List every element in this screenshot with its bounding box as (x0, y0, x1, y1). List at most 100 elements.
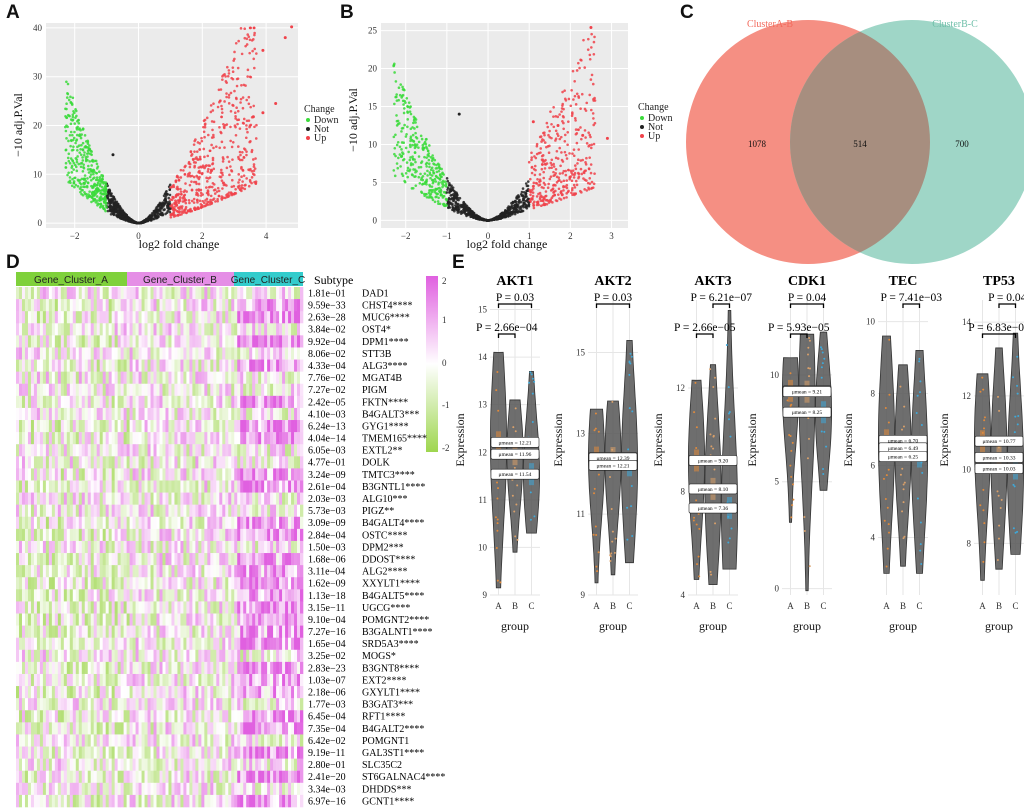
heatmap-cell (132, 359, 136, 372)
heatmap-cell (57, 347, 62, 360)
heatmap-cell (213, 395, 217, 409)
heatmap-cell (264, 468, 268, 481)
volcano-point (588, 182, 592, 185)
heatmap-cell (147, 311, 151, 324)
heatmap-cell (294, 432, 298, 445)
volcano-point (192, 175, 196, 179)
heatmap-cell (225, 371, 229, 385)
volcano-point (578, 66, 581, 70)
heatmap-cell (42, 504, 47, 518)
heatmap-cell (276, 347, 280, 360)
volcano-point (156, 208, 159, 212)
heatmap-cell (183, 444, 187, 457)
heatmap-cell (159, 492, 163, 505)
heatmap-cell (165, 335, 169, 348)
volcano-point (399, 155, 403, 158)
heatmap-cell (183, 383, 187, 397)
volcano-point (216, 186, 220, 190)
volcano-point (181, 211, 185, 214)
heatmap-cell (195, 432, 199, 445)
volcano-point (247, 95, 251, 99)
volcano-point (430, 159, 434, 163)
heatmap-cell (270, 456, 274, 469)
heatmap-cell (171, 468, 175, 481)
volcano-point (99, 191, 102, 195)
heatmap-cell (123, 287, 127, 300)
volcano-point (70, 103, 74, 106)
heatmap-cell (300, 432, 304, 445)
volcano-point (68, 162, 72, 165)
heatmap-cell (150, 359, 154, 372)
volcano-point (78, 178, 82, 182)
volcano-point (67, 171, 70, 175)
heatmap-cell (111, 504, 115, 518)
volcano-point (117, 210, 120, 213)
volcano-point (227, 93, 231, 97)
volcano-point (409, 105, 412, 108)
heatmap-cell (69, 480, 74, 493)
heatmap-cell (153, 323, 157, 336)
heatmap-cell (240, 287, 244, 300)
heatmap-cell (174, 420, 178, 433)
volcano-point (405, 96, 409, 100)
heatmap-cell (57, 407, 62, 421)
heatmap-cell (249, 504, 253, 518)
heatmap-cell (165, 323, 169, 336)
heatmap-cell (183, 420, 187, 433)
heatmap-cell (99, 347, 103, 360)
heatmap-cell (240, 299, 244, 312)
heatmap-cell (252, 444, 256, 457)
volcano-point (74, 183, 78, 187)
volcano-point (532, 206, 536, 210)
heatmap-cell (120, 359, 124, 372)
heatmap-cell (33, 468, 38, 481)
volcano-point (463, 212, 467, 215)
volcano-point (81, 127, 85, 131)
volcano-point (395, 143, 399, 147)
heatmap-cell (261, 432, 265, 445)
heatmap-cell (246, 287, 250, 300)
heatmap-cell (207, 420, 211, 433)
heatmap-cell (204, 335, 208, 348)
volcano-point (72, 136, 76, 140)
heatmap-cell (210, 395, 214, 409)
heatmap-cell (291, 335, 295, 348)
volcano-point (131, 220, 135, 224)
heatmap-cell (90, 480, 95, 493)
volcano-point (414, 135, 418, 139)
heatmap-cell (66, 516, 71, 530)
volcano-point (84, 179, 88, 183)
heatmap-cell (294, 371, 298, 385)
volcano-point (220, 111, 224, 114)
volcano-point (590, 187, 593, 190)
heatmap-cell (105, 420, 109, 433)
volcano-point (450, 184, 453, 187)
heatmap-cell (225, 504, 229, 518)
heatmap-cell (135, 383, 139, 397)
heatmap-cell (81, 516, 86, 530)
heatmap-cell (225, 444, 229, 457)
heatmap-cell (48, 323, 53, 336)
volcano-point (568, 177, 572, 181)
heatmap-cell (168, 420, 172, 433)
heatmap-cell (207, 432, 211, 445)
volcano-point (163, 208, 166, 211)
heatmap-cell (288, 371, 292, 385)
volcano-point (223, 183, 227, 186)
heatmap-cell (246, 444, 250, 457)
volcano-point (212, 146, 215, 150)
volcano-point (231, 158, 234, 161)
venn-set-b-name: ClusterB-C (932, 19, 978, 30)
heatmap-cell (90, 407, 95, 421)
y-tick-label: 0 (373, 215, 378, 225)
heatmap-cell (261, 335, 265, 348)
heatmap-cell (294, 420, 298, 433)
heatmap-cell (165, 492, 169, 505)
heatmap-cell (261, 395, 265, 409)
heatmap-cell (252, 407, 256, 421)
heatmap-cell (96, 395, 101, 409)
volcano-point (189, 175, 192, 178)
heatmap-cell (117, 335, 121, 348)
volcano-point (121, 211, 124, 215)
volcano-point (395, 162, 399, 165)
